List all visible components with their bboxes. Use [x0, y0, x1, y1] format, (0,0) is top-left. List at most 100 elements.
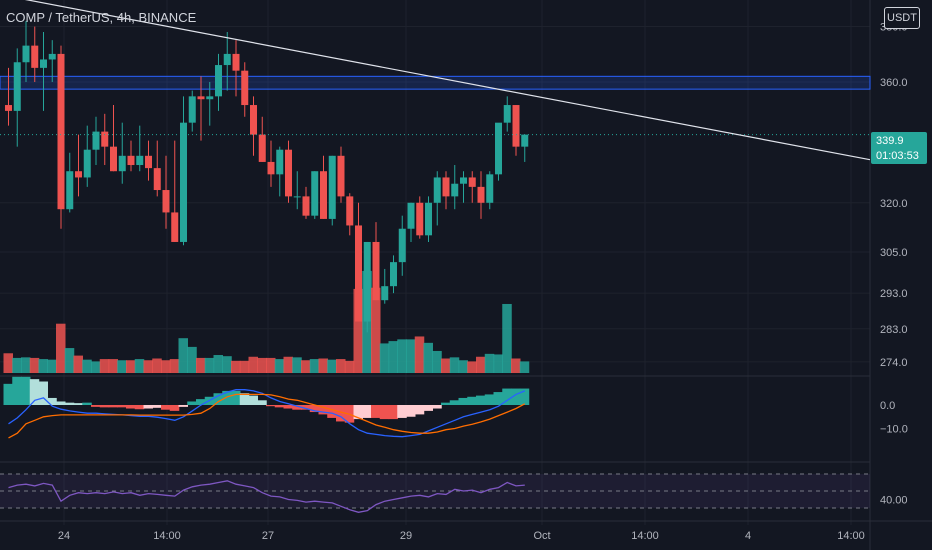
last-price-tag: 339.9 01:03:53 — [871, 132, 927, 164]
price-tick-label: 274.0 — [880, 357, 908, 369]
macd-histogram-bar — [239, 393, 250, 405]
volume-bar — [511, 358, 521, 373]
chart-title: COMP / TetherUS, 4h, BINANCE — [6, 10, 197, 25]
rsi-pane — [8, 480, 525, 513]
candle-body — [31, 45, 39, 68]
volume-bar — [143, 360, 153, 373]
volume-bar — [117, 360, 127, 373]
candle-body — [232, 53, 240, 71]
bar-countdown: 01:03:53 — [876, 150, 919, 162]
zone-rect — [0, 75, 871, 90]
volume-bar — [213, 355, 223, 373]
macd-histogram-bar — [274, 405, 285, 408]
trendline-line — [24, 0, 871, 161]
candle-body — [390, 262, 397, 287]
candle-body — [92, 131, 100, 150]
macd-histogram-bar — [99, 405, 110, 408]
volume-bar — [257, 357, 267, 373]
candle-body — [75, 171, 82, 178]
volume-bar — [441, 358, 451, 373]
volume-bar — [169, 359, 180, 373]
macd-histogram-bar — [423, 405, 433, 411]
candle-body — [162, 190, 170, 213]
time-tick-label: 24 — [58, 530, 70, 542]
macd-histogram-bar — [484, 394, 495, 405]
candle-body — [22, 45, 30, 63]
macd-histogram-bar — [187, 401, 197, 405]
candle-body — [503, 105, 511, 123]
macd-histogram-bar — [91, 405, 101, 407]
candle-body — [328, 155, 336, 219]
candle-body — [451, 183, 459, 197]
candle-body — [197, 96, 205, 100]
candle-body — [293, 196, 301, 198]
macd-histogram-bar — [134, 405, 145, 410]
macd-histogram-bar — [511, 388, 521, 405]
volume-bar — [12, 357, 22, 373]
candle-body — [206, 96, 214, 100]
candle-body — [145, 155, 152, 169]
candle-body — [460, 177, 467, 184]
volume-bar — [3, 353, 13, 373]
volume-bar — [73, 355, 83, 373]
candle-body — [241, 70, 249, 106]
candle-body — [153, 168, 161, 191]
rsi-tick-label: 40.00 — [880, 495, 908, 507]
rsi-line — [8, 480, 525, 513]
candle-body — [486, 174, 494, 203]
candle-body — [276, 149, 284, 175]
volume-bar — [432, 350, 442, 373]
candle-body — [407, 202, 415, 229]
volume-bar — [108, 359, 118, 373]
macd-histogram-bar — [82, 402, 92, 405]
volume-bar — [99, 359, 110, 373]
candle-body — [5, 105, 12, 111]
volume-bar — [519, 361, 530, 373]
candle-body — [468, 177, 476, 187]
volume-bar — [301, 360, 311, 373]
macd-histogram-bar — [152, 405, 162, 408]
macd-histogram-bar — [266, 405, 276, 407]
macd-histogram-bar — [467, 396, 477, 405]
currency-button[interactable]: USDT — [884, 7, 920, 29]
volume-bar — [187, 346, 197, 373]
volume-bar — [283, 356, 293, 373]
candle-body — [363, 241, 371, 322]
volume-bar — [231, 360, 241, 373]
macd-histogram-bar — [64, 402, 75, 405]
macd-histogram-bar — [29, 379, 40, 405]
macd-histogram-bar — [336, 405, 346, 422]
volume-bar — [29, 357, 40, 373]
trendline[interactable] — [0, 0, 871, 161]
macd-histogram-bar — [38, 381, 48, 405]
volume-bar — [458, 360, 468, 373]
macd-histogram-bar — [292, 405, 302, 410]
candle-body — [250, 105, 257, 135]
time-tick-label: 27 — [262, 530, 274, 542]
macd-histogram-bar — [493, 392, 503, 405]
volume-bar — [239, 360, 250, 373]
macd-histogram-bar — [12, 376, 22, 405]
macd-histogram-bar — [283, 405, 293, 409]
macd-histogram-bar — [73, 403, 83, 405]
candlesticks — [0, 21, 870, 333]
volume-bar — [64, 348, 75, 373]
volume-bar — [56, 323, 66, 373]
macd-histogram-bar — [476, 395, 486, 405]
volume-bar — [493, 354, 503, 373]
volume-bar — [336, 359, 346, 373]
candle-body — [302, 196, 310, 216]
time-tick-label: Oct — [533, 530, 550, 542]
last-price: 339.9 — [876, 135, 904, 147]
volume-bar — [397, 339, 407, 373]
candle-body — [48, 53, 56, 60]
candle-body — [285, 149, 292, 197]
macd-histogram-bar — [519, 388, 530, 405]
volume-bar — [47, 359, 57, 373]
volume-bar — [292, 357, 302, 373]
macd-histogram-bar — [178, 405, 188, 407]
candle-body — [477, 186, 485, 203]
macd-histogram-bar — [432, 405, 442, 409]
candle-body — [311, 171, 319, 216]
